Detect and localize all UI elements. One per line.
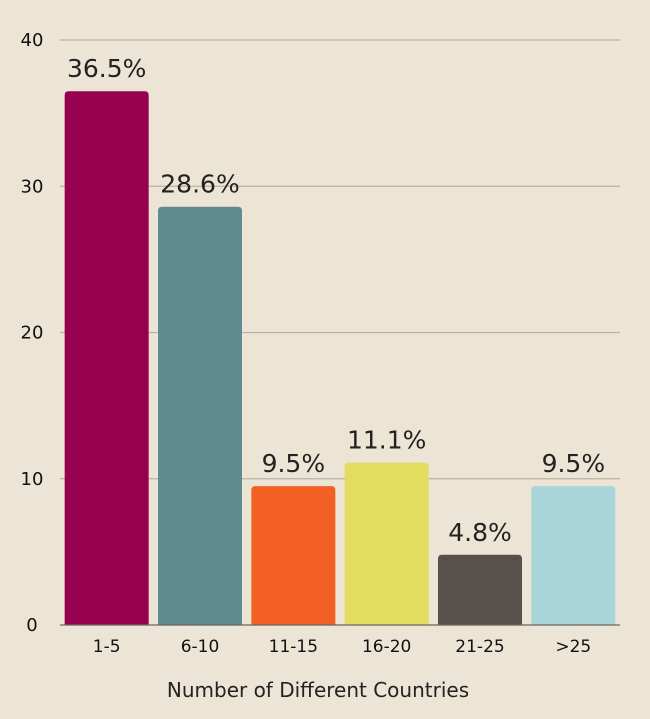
- data-labels: 36.5% 28.6% 9.5% 11.1% 4.8% 9.5%: [67, 54, 605, 547]
- bar-16-20: [344, 462, 429, 625]
- bar-11-15: [251, 486, 336, 625]
- bar-21-25: [438, 554, 522, 625]
- bar-1-5: [64, 91, 149, 625]
- y-tick-label: 30: [21, 176, 44, 197]
- x-tick-label: 1-5: [93, 637, 121, 657]
- bar-6-10: [158, 206, 242, 625]
- data-label: 28.6%: [160, 170, 239, 199]
- x-tick-label: 11-15: [269, 637, 318, 657]
- y-tick-label: 40: [21, 30, 44, 51]
- x-tick-label: 16-20: [362, 637, 411, 657]
- x-axis-ticks: 1-5 6-10 11-15 16-20 21-25 >25: [93, 637, 592, 657]
- bar-25: [531, 486, 616, 625]
- y-axis-ticks: 0 10 20 30 40: [21, 30, 44, 636]
- data-label: 4.8%: [448, 518, 512, 547]
- gridlines: [60, 39, 620, 480]
- x-tick-label: >25: [555, 637, 591, 657]
- data-label: 9.5%: [542, 449, 606, 478]
- bars: [64, 91, 616, 625]
- x-tick-label: 6-10: [181, 637, 220, 657]
- data-label: 9.5%: [262, 449, 326, 478]
- x-axis-title: Number of Different Countries: [167, 678, 469, 702]
- x-tick-label: 21-25: [455, 637, 504, 657]
- y-tick-label: 0: [26, 615, 37, 636]
- data-label: 11.1%: [347, 426, 426, 455]
- data-label: 36.5%: [67, 54, 146, 83]
- y-tick-label: 10: [21, 469, 44, 490]
- y-tick-label: 20: [21, 323, 44, 344]
